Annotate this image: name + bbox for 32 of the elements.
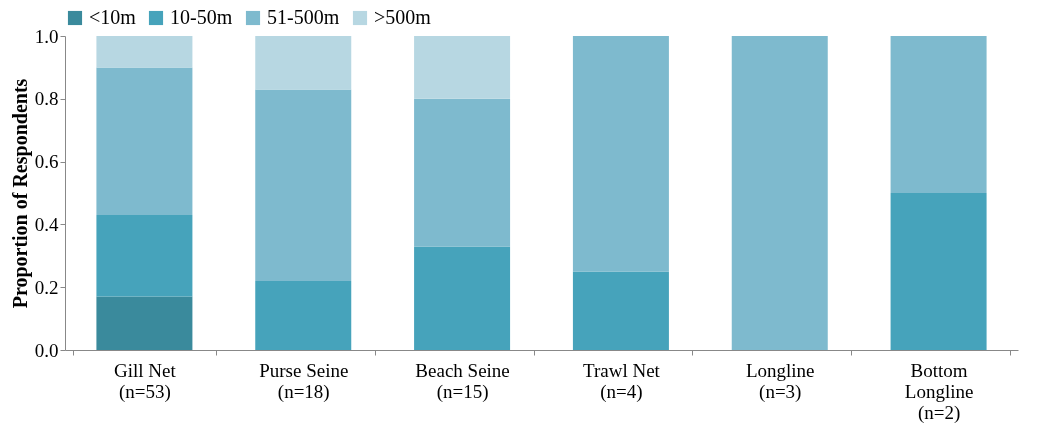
legend-label: >500m <box>374 6 432 28</box>
bar <box>572 271 669 350</box>
x-tick-label: Gill Net (n=53) <box>114 359 177 403</box>
bar <box>414 246 511 350</box>
legend-label: <10m <box>89 6 137 28</box>
x-tick-label: Trawl Net (n=4) <box>582 359 661 403</box>
legend-label: 51-500m <box>267 6 340 28</box>
y-tick-label: 1.0 <box>34 25 59 47</box>
x-tick-label: Purse Seine (n=18) <box>259 359 349 403</box>
bar <box>96 67 193 215</box>
y-tick-label: 0.0 <box>34 339 59 361</box>
x-tick-label: Longline (n=3) <box>745 359 815 403</box>
bar <box>96 36 193 68</box>
y-tick-label: 0.8 <box>34 88 59 110</box>
y-tick-label: 0.2 <box>34 276 59 298</box>
bar <box>414 36 511 99</box>
bar <box>255 89 352 281</box>
legend-label: 10-50m <box>170 6 233 28</box>
bar <box>890 36 987 193</box>
y-tick-label: 0.6 <box>34 151 59 173</box>
bar <box>255 280 352 350</box>
bar <box>96 296 193 350</box>
bar <box>96 214 193 297</box>
y-tick-label: 0.4 <box>34 213 59 235</box>
bar <box>731 36 828 350</box>
bar <box>890 193 987 350</box>
bar <box>572 36 669 272</box>
x-tick-label: Beach Seine (n=15) <box>415 359 510 403</box>
y-axis-title: Proportion of Respondents <box>8 78 32 309</box>
bar <box>255 36 352 90</box>
x-tick-label: Bottom Longline (n=2) <box>904 359 974 424</box>
bar <box>414 98 511 247</box>
